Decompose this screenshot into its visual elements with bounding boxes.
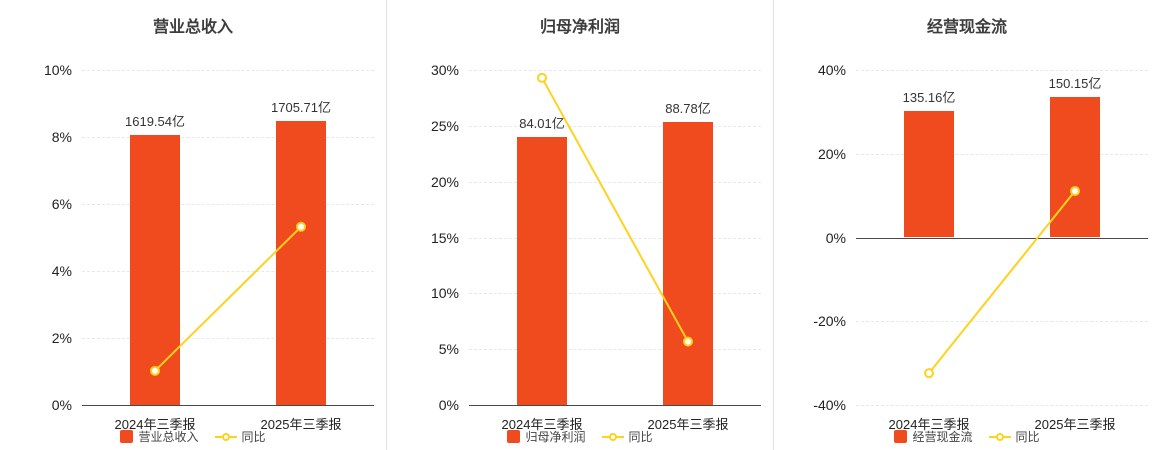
line-swatch-dot-icon — [221, 432, 230, 441]
chart-panel-cash-flow: 经营现金流 -40% -20% 0% 20% 40% 2024年三季报 135.16亿 202… — [773, 0, 1160, 450]
legend-item-bar-series[interactable]: 归母净利润 — [507, 428, 586, 445]
bar-swatch-icon — [894, 430, 908, 443]
x-axis-category-label: 2024年三季报 — [888, 417, 970, 432]
bar-prev-period — [130, 135, 180, 405]
chart-legend: 归母净利润 同比 — [387, 428, 773, 445]
zero-axis-line — [469, 405, 761, 406]
bar-swatch-icon — [120, 430, 134, 443]
bar-value-label: 84.01亿 — [519, 116, 565, 131]
x-axis-category-label: 2025年三季报 — [260, 417, 342, 432]
chart-panel-net-profit: 归母净利润 0% 5% 10% 15% 20% 25% 30% 2024年三季报 84.01亿 2… — [386, 0, 773, 450]
bar-value-label: 88.78亿 — [665, 100, 711, 116]
gridline — [469, 125, 761, 127]
chart-legend: 经营现金流 同比 — [774, 428, 1160, 445]
legend-item-yoy[interactable]: 同比 — [601, 428, 653, 445]
x-axis-category-label: 2024年三季报 — [501, 417, 583, 432]
chart-title-net-profit: 归母净利润 — [539, 19, 620, 36]
yoy-line-point — [924, 368, 934, 379]
y-axis-tick-label: 0% — [51, 397, 72, 413]
bar-prev-period — [904, 111, 954, 238]
y-axis-tick-label: 15% — [430, 229, 459, 246]
plot-region-cash-flow: -40% -20% 0% 20% 40% 2024年三季报 135.16亿 2025年三季报 1… — [813, 62, 1148, 432]
bar-value-label: 1619.54亿 — [125, 114, 185, 130]
y-axis-tick-label: 30% — [430, 62, 459, 78]
x-axis-category-label: 2025年三季报 — [647, 417, 729, 432]
x-axis-category-label: 2025年三季报 — [1034, 417, 1116, 432]
y-axis-tick-label: 0% — [438, 397, 459, 413]
plot-region-revenue: 0% 2% 4% 6% 8% 10% 2024年三季报 1619.54亿 2025年三季报 170… — [44, 62, 374, 432]
y-axis-tick-label: 4% — [51, 263, 72, 279]
y-axis-tick-label: -40% — [813, 397, 846, 413]
zero-axis-line — [82, 405, 374, 406]
gridline — [82, 204, 374, 205]
line-swatch-dot-icon — [995, 432, 1004, 441]
chart-legend: 营业总收入 同比 — [0, 428, 386, 445]
y-axis-tick-label: 0% — [825, 229, 846, 246]
zero-axis-line — [856, 237, 1148, 239]
y-axis-tick-label: 6% — [51, 196, 72, 212]
y-axis-tick-label: -20% — [813, 313, 846, 330]
y-axis-tick-label: 8% — [51, 129, 72, 145]
bar-value-label: 150.15亿 — [1048, 75, 1102, 91]
plot-region-net-profit: 0% 5% 10% 15% 20% 25% 30% 2024年三季报 84.01亿 2025年三季… — [431, 62, 761, 432]
gridline — [856, 405, 1148, 406]
bar-prev-period — [517, 137, 567, 405]
legend-label-yoy: 同比 — [628, 430, 653, 444]
legend-item-bar-series[interactable]: 营业总收入 — [120, 428, 199, 445]
legend-item-yoy[interactable]: 同比 — [988, 428, 1040, 445]
y-axis-tick-label: 10% — [43, 62, 72, 78]
chart-panel-revenue: 营业总收入 0% 2% 4% 6% 8% 10% 2024年三季报 1619.54亿 2025年… — [0, 0, 386, 450]
bar-curr-period — [663, 121, 713, 405]
bar-curr-period — [1050, 96, 1100, 238]
yoy-line-point — [537, 72, 547, 83]
y-axis-tick-label: 5% — [438, 341, 459, 358]
bar-value-label: 1705.71亿 — [271, 99, 331, 115]
gridline — [856, 153, 1148, 155]
legend-label-bar-series: 经营现金流 — [912, 430, 973, 444]
y-axis-tick-label: 2% — [51, 330, 72, 346]
legend-item-bar-series[interactable]: 经营现金流 — [894, 428, 973, 445]
bar-value-label: 135.16亿 — [902, 90, 956, 106]
gridline — [856, 321, 1148, 323]
y-axis-tick-label: 10% — [430, 285, 459, 302]
gridline — [469, 181, 761, 183]
gridline — [82, 271, 374, 272]
y-axis-tick-label: 20% — [817, 145, 846, 162]
gridline — [469, 237, 761, 239]
legend-label-bar-series: 营业总收入 — [138, 430, 199, 444]
gridline — [469, 349, 761, 351]
chart-title-cash-flow: 经营现金流 — [926, 19, 1007, 36]
line-swatch-dot-icon — [608, 432, 617, 441]
y-axis-tick-label: 40% — [817, 62, 846, 78]
legend-item-yoy[interactable]: 同比 — [214, 428, 266, 445]
gridline — [469, 70, 761, 71]
gridline — [82, 70, 374, 71]
gridline — [82, 338, 374, 339]
line-swatch-icon — [988, 432, 1011, 441]
y-axis-tick-label: 20% — [430, 173, 459, 190]
legend-label-yoy: 同比 — [241, 430, 266, 444]
gridline — [82, 137, 374, 138]
chart-title-revenue: 营业总收入 — [152, 19, 233, 36]
y-axis-tick-label: 25% — [430, 117, 459, 134]
bar-curr-period — [276, 120, 326, 405]
line-swatch-icon — [601, 432, 624, 441]
gridline — [856, 70, 1148, 71]
legend-label-yoy: 同比 — [1015, 430, 1040, 444]
bar-swatch-icon — [507, 430, 521, 443]
line-swatch-icon — [214, 432, 237, 441]
gridline — [469, 293, 761, 295]
legend-label-bar-series: 归母净利润 — [525, 430, 586, 444]
x-axis-category-label: 2024年三季报 — [114, 417, 196, 432]
